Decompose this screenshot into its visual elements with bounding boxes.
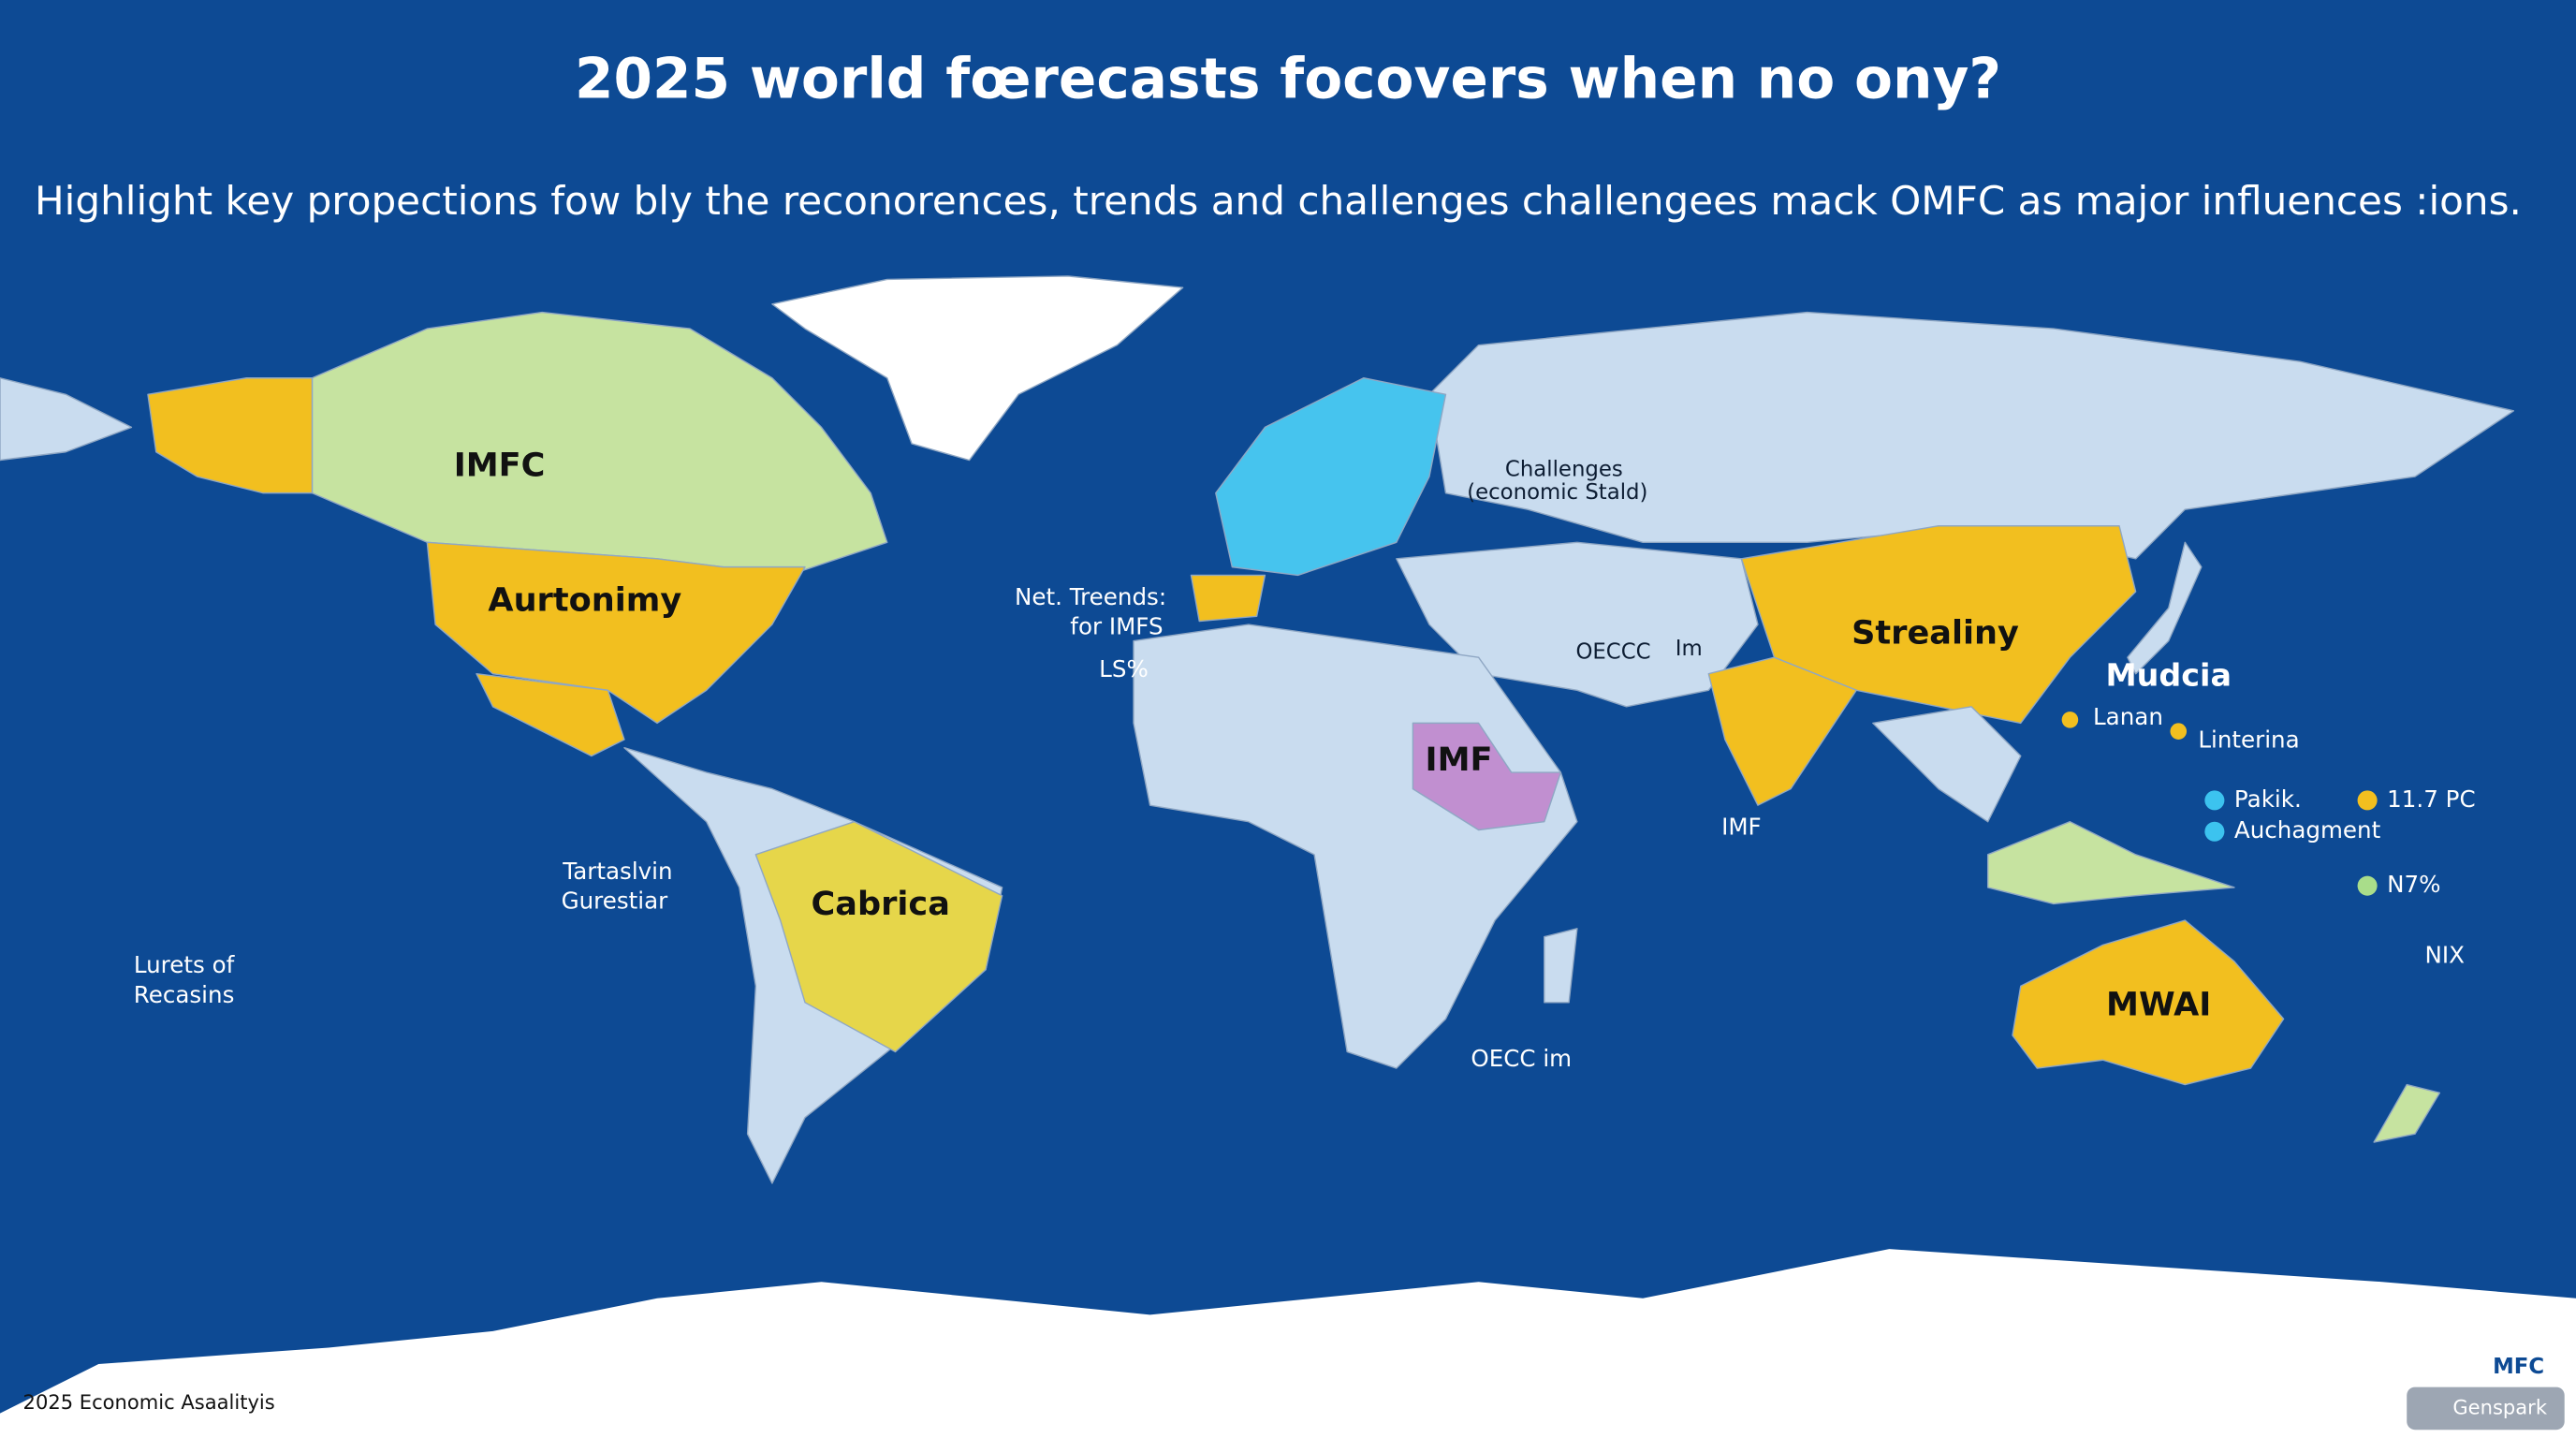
annotation: LS% (1099, 655, 1149, 682)
usa (426, 541, 806, 725)
australia (2012, 919, 2285, 1086)
region-label: MWAI (2106, 985, 2211, 1023)
legend-swatch (2204, 790, 2225, 811)
annotation: Lurets of (134, 951, 236, 978)
badge (2481, 1330, 2555, 1404)
indonesia (1986, 821, 2235, 905)
legend-swatch (2204, 821, 2225, 842)
marker (2061, 712, 2079, 728)
annotation: Net. Treends: (1015, 583, 1166, 610)
region-label: Aurtonimy (488, 580, 681, 619)
legend-label: Auchagment (2234, 816, 2381, 844)
annotation: Gurestiar (562, 888, 669, 915)
footer-text: 2025 Economic Asaalityis (23, 1390, 275, 1414)
annotation: Im (1676, 637, 1703, 661)
annotation: OECC im (1471, 1045, 1572, 1072)
greenland (771, 275, 1184, 462)
sudan-ethiopia (1412, 722, 1562, 831)
badge-text: MFC (2493, 1355, 2544, 1379)
region-label: Cabrica (812, 885, 950, 923)
annotation: (economic Stald) (1467, 480, 1647, 505)
annotation: Recasins (134, 981, 235, 1008)
legend-label: Pakik. (2234, 785, 2302, 813)
subtitle: Highlight key propections fow bly the re… (35, 178, 2522, 224)
annotation: IMF (1721, 814, 1762, 841)
annotation: NIX (2425, 942, 2466, 969)
marker (2170, 723, 2188, 740)
annotation: Mudcia (2105, 657, 2231, 694)
watermark-box (2407, 1387, 2565, 1431)
landmasses (0, 275, 2576, 1438)
brazil (754, 821, 1003, 1053)
land (0, 377, 133, 462)
annotation: Challenges (1505, 458, 1623, 482)
mexico (476, 673, 625, 757)
madagascar (1544, 928, 1578, 1004)
europe (1215, 377, 1447, 577)
annotation: Tartaslvin (562, 858, 672, 885)
legend-label: N7% (2387, 871, 2440, 898)
legend-swatch (2357, 790, 2378, 811)
russia (1428, 311, 2515, 560)
region-label: IMF (1426, 741, 1493, 779)
region-label: Strealiny (1852, 614, 2019, 653)
annotation: Linterina (2198, 726, 2299, 754)
annotation: OECCC (1575, 639, 1650, 664)
legend-label: 11.7 PC (2387, 785, 2475, 813)
new-zealand (2373, 1083, 2441, 1143)
watermark: Genspark (2452, 1395, 2547, 1418)
annotation: for IMFS (1070, 613, 1163, 640)
antarctica (0, 1249, 2576, 1438)
middle-east (1396, 541, 1759, 708)
alaska (147, 377, 314, 494)
legend-swatch (2357, 875, 2378, 896)
japan (2127, 541, 2203, 675)
annotation: Lanan (2093, 703, 2163, 730)
spain (1190, 574, 1266, 623)
title: 2025 world fœrecasts focovers when no on… (575, 47, 2001, 111)
region-label: IMFC (454, 447, 546, 485)
india (1707, 656, 1857, 806)
southeast-asia (1872, 706, 2022, 823)
